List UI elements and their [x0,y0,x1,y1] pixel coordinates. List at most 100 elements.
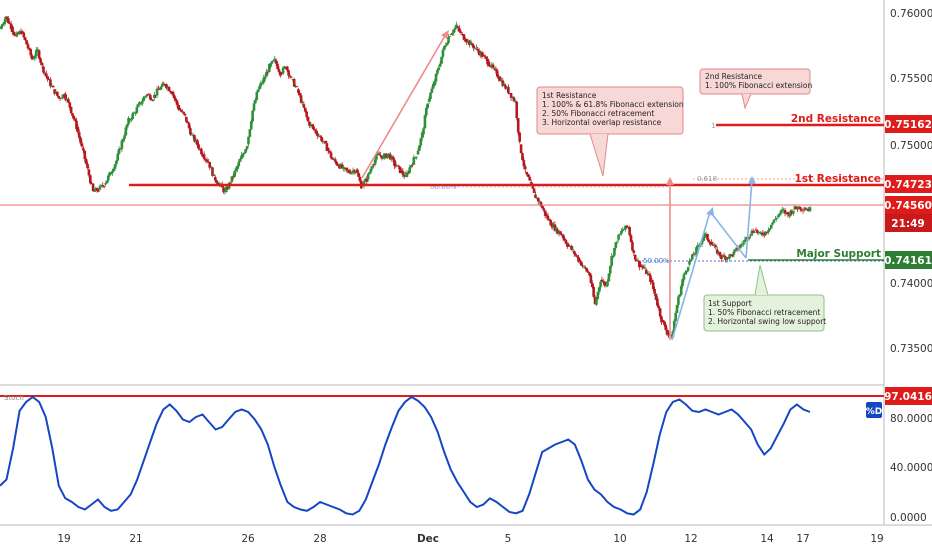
candle-body [480,52,484,57]
candle-body [508,93,512,94]
candle-body [243,152,246,154]
candle-body [635,259,638,262]
candle-body [679,286,683,295]
candle-body [700,240,704,245]
candle-body [238,158,242,162]
candle-body [739,244,743,248]
candle-body [272,60,275,62]
candle-body [148,94,152,100]
candle-body [415,156,418,158]
candle-body [229,182,232,184]
candle-body [379,154,382,156]
candle-body [725,257,729,260]
candle-body [495,70,499,77]
candle-body [204,159,207,160]
second-resistance-note-line: 2nd Resistance [705,72,762,81]
candle-body [18,31,21,34]
candle-body [445,43,449,46]
candle-body [407,172,410,174]
candle-body [535,197,539,199]
level-label-1st-resistance: 1st Resistance [795,173,881,185]
candle-body [528,176,531,181]
candle-body [682,274,686,280]
candle-body [762,234,766,236]
candle-body [625,225,629,228]
candle-body [604,285,608,287]
candle-body [383,153,387,157]
candle-body [108,172,111,176]
candle-body [377,154,381,156]
candle-body [780,209,784,211]
fib-retr-left-label: 50.00% [430,183,457,191]
candle-body [611,255,615,258]
candle-body [283,66,286,68]
candle-body [317,135,321,137]
candle-body [582,265,586,267]
candle-body [621,229,625,232]
badge-1st-resistance-value: 0.74723 [884,179,932,191]
candle-body [801,209,805,211]
candle-body [568,246,572,247]
candle-body [369,168,373,173]
candle-body [413,157,417,158]
candle-body [144,95,148,97]
candle-body [740,243,744,245]
candle-body [667,332,670,335]
candle-body [603,281,607,286]
candle-body [696,245,700,248]
blue-arrow-impulse-1 [671,211,711,341]
candle-body [561,234,565,239]
candle-body [89,175,92,184]
candle-body [132,112,136,114]
candle-body [225,186,228,192]
candle-body [191,135,195,136]
candle-body [7,18,10,24]
candle-body [782,210,785,211]
candle-body [67,99,70,103]
candle-body [101,185,105,187]
candle-body [715,249,719,254]
candle-body [613,247,616,256]
candle-body [585,268,589,272]
candle-body [254,99,257,104]
candle-body [775,218,779,220]
candle-body [138,102,141,105]
candle-body [778,213,781,216]
candle-body [194,139,198,142]
candle-body [189,128,192,135]
candle-body [693,253,697,255]
level-label-2nd-resistance: 2nd Resistance [791,113,881,125]
candle-body [592,286,595,297]
candle-body [575,255,579,257]
candle-body [93,191,96,193]
candle-body [525,171,529,175]
candle-body [451,32,454,35]
candle-body [395,165,399,167]
candle-body [21,31,24,33]
candle-body [349,171,352,174]
candle-body [489,66,492,67]
candle-body [261,82,264,84]
candle-body [507,86,510,94]
candle-body [498,76,502,82]
candle-body [256,89,260,93]
candle-body [16,32,20,34]
candle-body [201,154,205,157]
candle-body [72,115,76,120]
candle-body [771,222,774,225]
candle-body [23,37,27,41]
candle-body [595,298,598,305]
candle-body [477,50,481,55]
candle-body [677,296,680,305]
candle-body [461,34,464,35]
candle-body [751,230,755,233]
candle-body [732,251,736,255]
candle-body [125,124,129,128]
candle-body [39,58,42,63]
candle-body [720,256,723,259]
candle-body [426,103,430,108]
candle-body [301,101,304,103]
candle-body [151,100,155,101]
time-tick: 21 [129,533,142,545]
